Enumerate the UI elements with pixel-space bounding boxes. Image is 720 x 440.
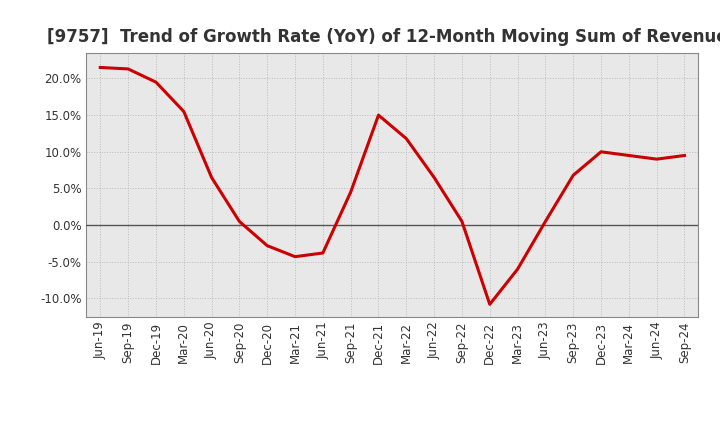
Title: [9757]  Trend of Growth Rate (YoY) of 12-Month Moving Sum of Revenues: [9757] Trend of Growth Rate (YoY) of 12-…: [47, 28, 720, 46]
